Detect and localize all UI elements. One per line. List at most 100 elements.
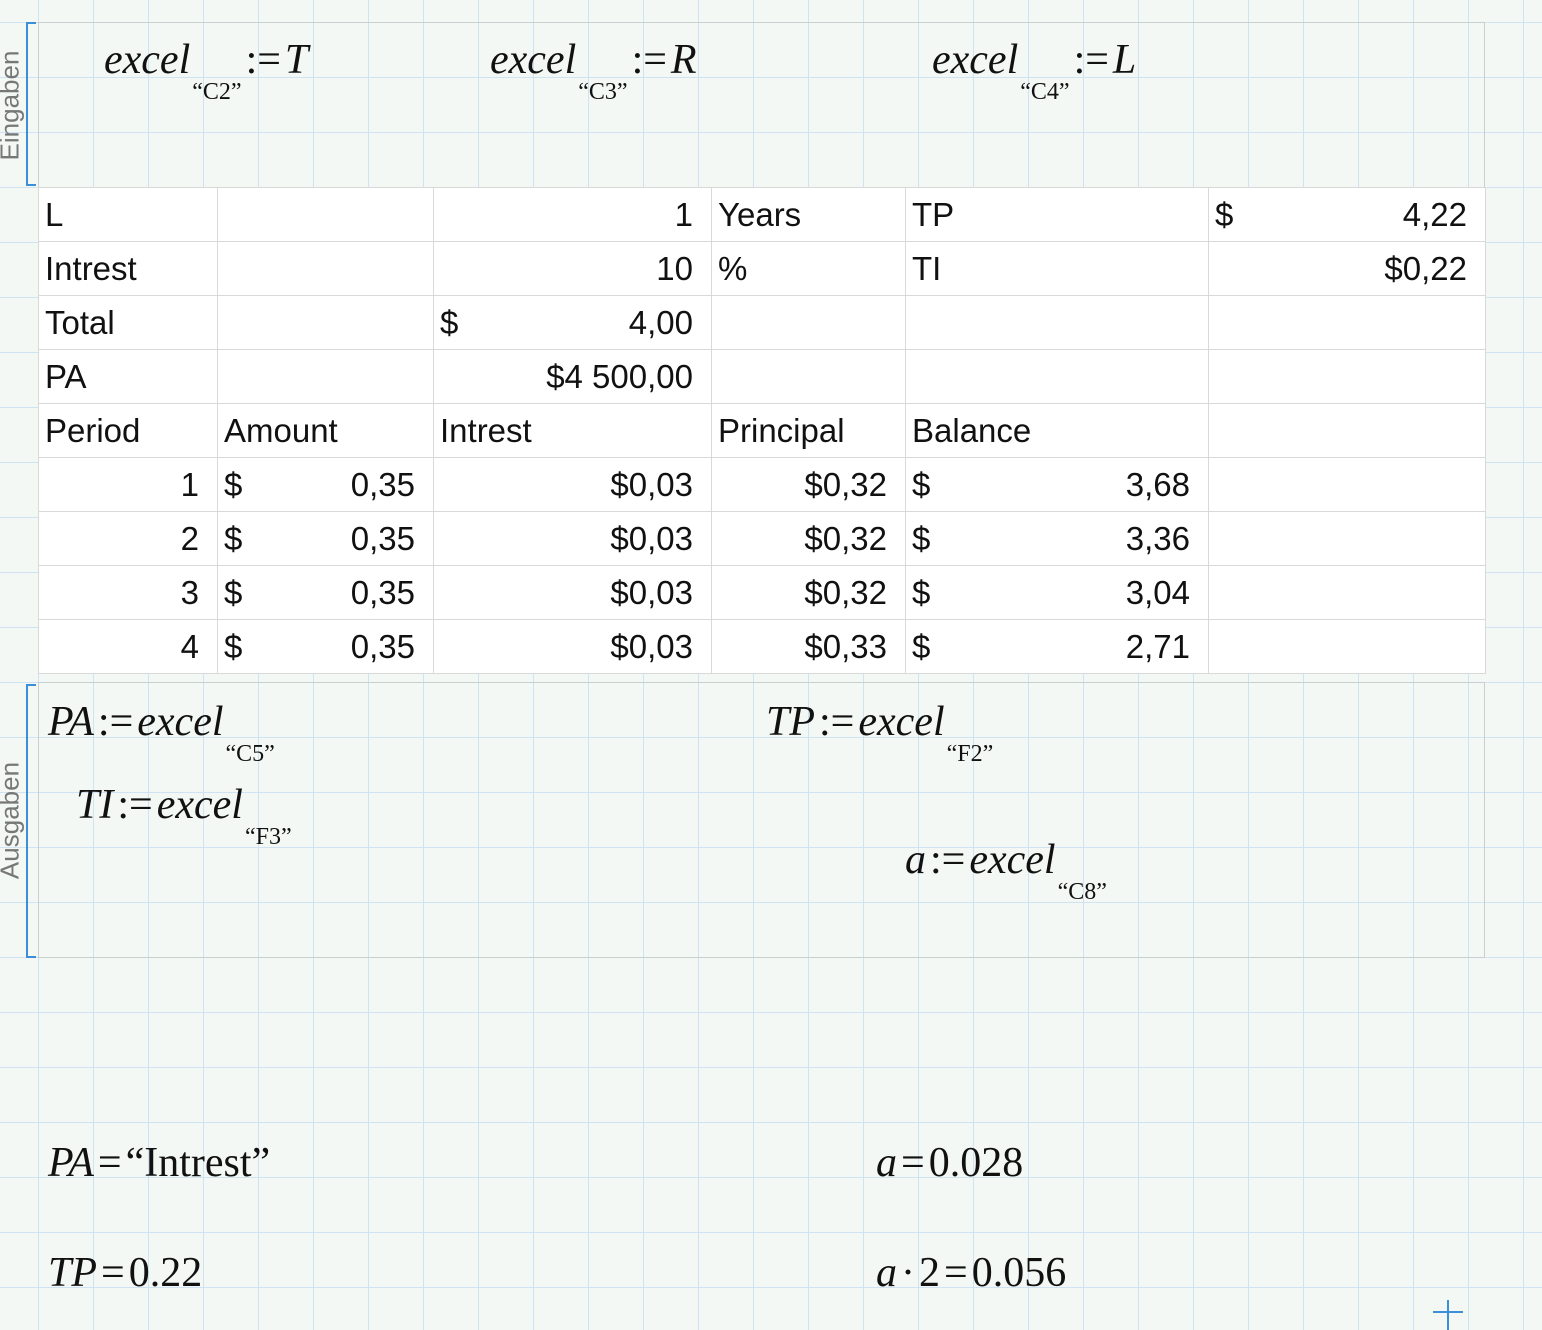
table-cell[interactable]: $4,22 bbox=[1208, 187, 1486, 242]
table-cell[interactable]: 2 bbox=[38, 511, 218, 566]
region-label: Eingaben bbox=[0, 50, 25, 161]
math-expression[interactable]: PA:=excel“C5” bbox=[48, 698, 275, 767]
table-cell[interactable]: $2,71 bbox=[905, 619, 1209, 674]
currency-cell: $3,68 bbox=[912, 466, 1190, 504]
table-cell[interactable]: % bbox=[711, 241, 906, 296]
table-cell[interactable]: $0,32 bbox=[711, 511, 906, 566]
table-cell[interactable]: $0,03 bbox=[433, 511, 712, 566]
table-cell[interactable] bbox=[217, 187, 434, 242]
table-row: 3 $0,35 $0,03 $0,32 $3,04 bbox=[38, 565, 1486, 620]
table-cell[interactable]: TI bbox=[905, 241, 1209, 296]
math-expression[interactable]: a=0.028 bbox=[876, 1139, 1023, 1187]
table-cell[interactable]: Period bbox=[38, 403, 218, 458]
table-cell[interactable]: Years bbox=[711, 187, 906, 242]
table-cell[interactable]: 1 bbox=[433, 187, 712, 242]
excel-table[interactable]: L 1 Years TP $4,22 Intrest 10% TI $0,22 Total $4,0… bbox=[38, 187, 1486, 674]
math-rhs: excel bbox=[858, 699, 945, 745]
table-cell[interactable]: $4 500,00 bbox=[433, 349, 712, 404]
table-cell[interactable]: 1 bbox=[38, 457, 218, 512]
currency-symbol: $ bbox=[912, 465, 931, 503]
table-cell[interactable]: $0,33 bbox=[711, 619, 906, 674]
table-row: 1 $0,35 $0,03 $0,32 $3,68 bbox=[38, 457, 1486, 512]
table-cell[interactable] bbox=[711, 349, 906, 404]
table-cell[interactable] bbox=[1208, 403, 1486, 458]
table-cell[interactable]: 3 bbox=[38, 565, 218, 620]
math-sub: “C4” bbox=[1020, 79, 1070, 105]
table-cell[interactable]: $0,35 bbox=[217, 511, 434, 566]
table-cell[interactable] bbox=[711, 295, 906, 350]
currency-cell: $4,00 bbox=[440, 304, 693, 342]
cell-value: 4,22 bbox=[1402, 195, 1467, 233]
table-cell[interactable] bbox=[1208, 511, 1486, 566]
table-cell[interactable]: $0,32 bbox=[711, 457, 906, 512]
region-bracket bbox=[26, 22, 36, 186]
cell-value: 0,35 bbox=[350, 627, 415, 665]
math-rhs: T bbox=[284, 37, 309, 83]
math-rhs: excel bbox=[969, 837, 1056, 883]
table-cell[interactable] bbox=[217, 295, 434, 350]
math-op: = bbox=[944, 1250, 968, 1296]
table-cell[interactable] bbox=[905, 295, 1209, 350]
currency-cell: $0,35 bbox=[224, 520, 415, 558]
math-value: “Intrest” bbox=[125, 1140, 271, 1186]
math-sub: “F2” bbox=[946, 741, 994, 767]
math-times: · bbox=[901, 1250, 915, 1296]
math-lhs: a bbox=[876, 1250, 897, 1296]
table-cell[interactable]: $3,04 bbox=[905, 565, 1209, 620]
math-lhs: TP bbox=[766, 699, 816, 745]
math-expression[interactable]: a·2=0.056 bbox=[876, 1249, 1066, 1297]
cursor-crosshair bbox=[1433, 1300, 1463, 1330]
table-cell[interactable]: 4 bbox=[38, 619, 218, 674]
math-factor: 2 bbox=[919, 1250, 940, 1296]
table-cell[interactable] bbox=[1208, 349, 1486, 404]
table-cell[interactable]: $3,68 bbox=[905, 457, 1209, 512]
table-cell[interactable]: Intrest bbox=[433, 403, 712, 458]
table-cell[interactable]: Balance bbox=[905, 403, 1209, 458]
table-cell[interactable]: $0,03 bbox=[433, 457, 712, 512]
math-lhs: PA bbox=[48, 1140, 94, 1186]
table-cell[interactable]: $0,35 bbox=[217, 565, 434, 620]
table-cell[interactable]: TP bbox=[905, 187, 1209, 242]
table-cell[interactable]: Amount bbox=[217, 403, 434, 458]
math-expression[interactable]: TI:=excel“F3” bbox=[76, 781, 292, 850]
table-cell[interactable] bbox=[1208, 619, 1486, 674]
cell-value: 4,00 bbox=[628, 303, 693, 341]
table-row: 4 $0,35 $0,03 $0,33 $2,71 bbox=[38, 619, 1486, 674]
table-cell[interactable]: $0,03 bbox=[433, 619, 712, 674]
math-expression[interactable]: PA=“Intrest” bbox=[48, 1139, 270, 1187]
math-expression[interactable]: excel“C2”:=T bbox=[104, 36, 309, 105]
math-expression[interactable]: excel“C4”:=L bbox=[932, 36, 1137, 105]
currency-cell: $3,36 bbox=[912, 520, 1190, 558]
table-cell[interactable] bbox=[217, 349, 434, 404]
table-cell[interactable]: $0,32 bbox=[711, 565, 906, 620]
table-cell[interactable]: PA bbox=[38, 349, 218, 404]
math-sub: “C5” bbox=[225, 741, 275, 767]
table-cell[interactable]: $0,03 bbox=[433, 565, 712, 620]
table-cell[interactable] bbox=[905, 349, 1209, 404]
table-cell[interactable]: Principal bbox=[711, 403, 906, 458]
table-cell[interactable]: $4,00 bbox=[433, 295, 712, 350]
region-label: Ausgaben bbox=[0, 761, 25, 880]
table-cell[interactable] bbox=[1208, 457, 1486, 512]
table-cell[interactable]: $3,36 bbox=[905, 511, 1209, 566]
table-cell[interactable] bbox=[1208, 295, 1486, 350]
table-cell[interactable]: $0,35 bbox=[217, 457, 434, 512]
math-rhs: L bbox=[1112, 37, 1137, 83]
math-expression[interactable]: excel“C3”:=R bbox=[490, 36, 697, 105]
currency-symbol: $ bbox=[912, 627, 931, 665]
math-expression[interactable]: a:=excel“C8” bbox=[905, 836, 1107, 905]
table-cell[interactable]: L bbox=[38, 187, 218, 242]
cell-value: 0,35 bbox=[350, 519, 415, 557]
table-cell[interactable]: Intrest bbox=[38, 241, 218, 296]
table-cell[interactable]: Total bbox=[38, 295, 218, 350]
math-lhs: a bbox=[905, 837, 926, 883]
math-expression[interactable]: TP=0.22 bbox=[48, 1249, 202, 1297]
table-cell[interactable]: $0,22 bbox=[1208, 241, 1486, 296]
table-cell[interactable] bbox=[1208, 565, 1486, 620]
table-cell[interactable]: $0,35 bbox=[217, 619, 434, 674]
table-cell[interactable] bbox=[217, 241, 434, 296]
currency-cell: $4,22 bbox=[1215, 196, 1467, 234]
table-cell[interactable]: 10 bbox=[433, 241, 712, 296]
math-expression[interactable]: TP:=excel“F2” bbox=[766, 698, 993, 767]
